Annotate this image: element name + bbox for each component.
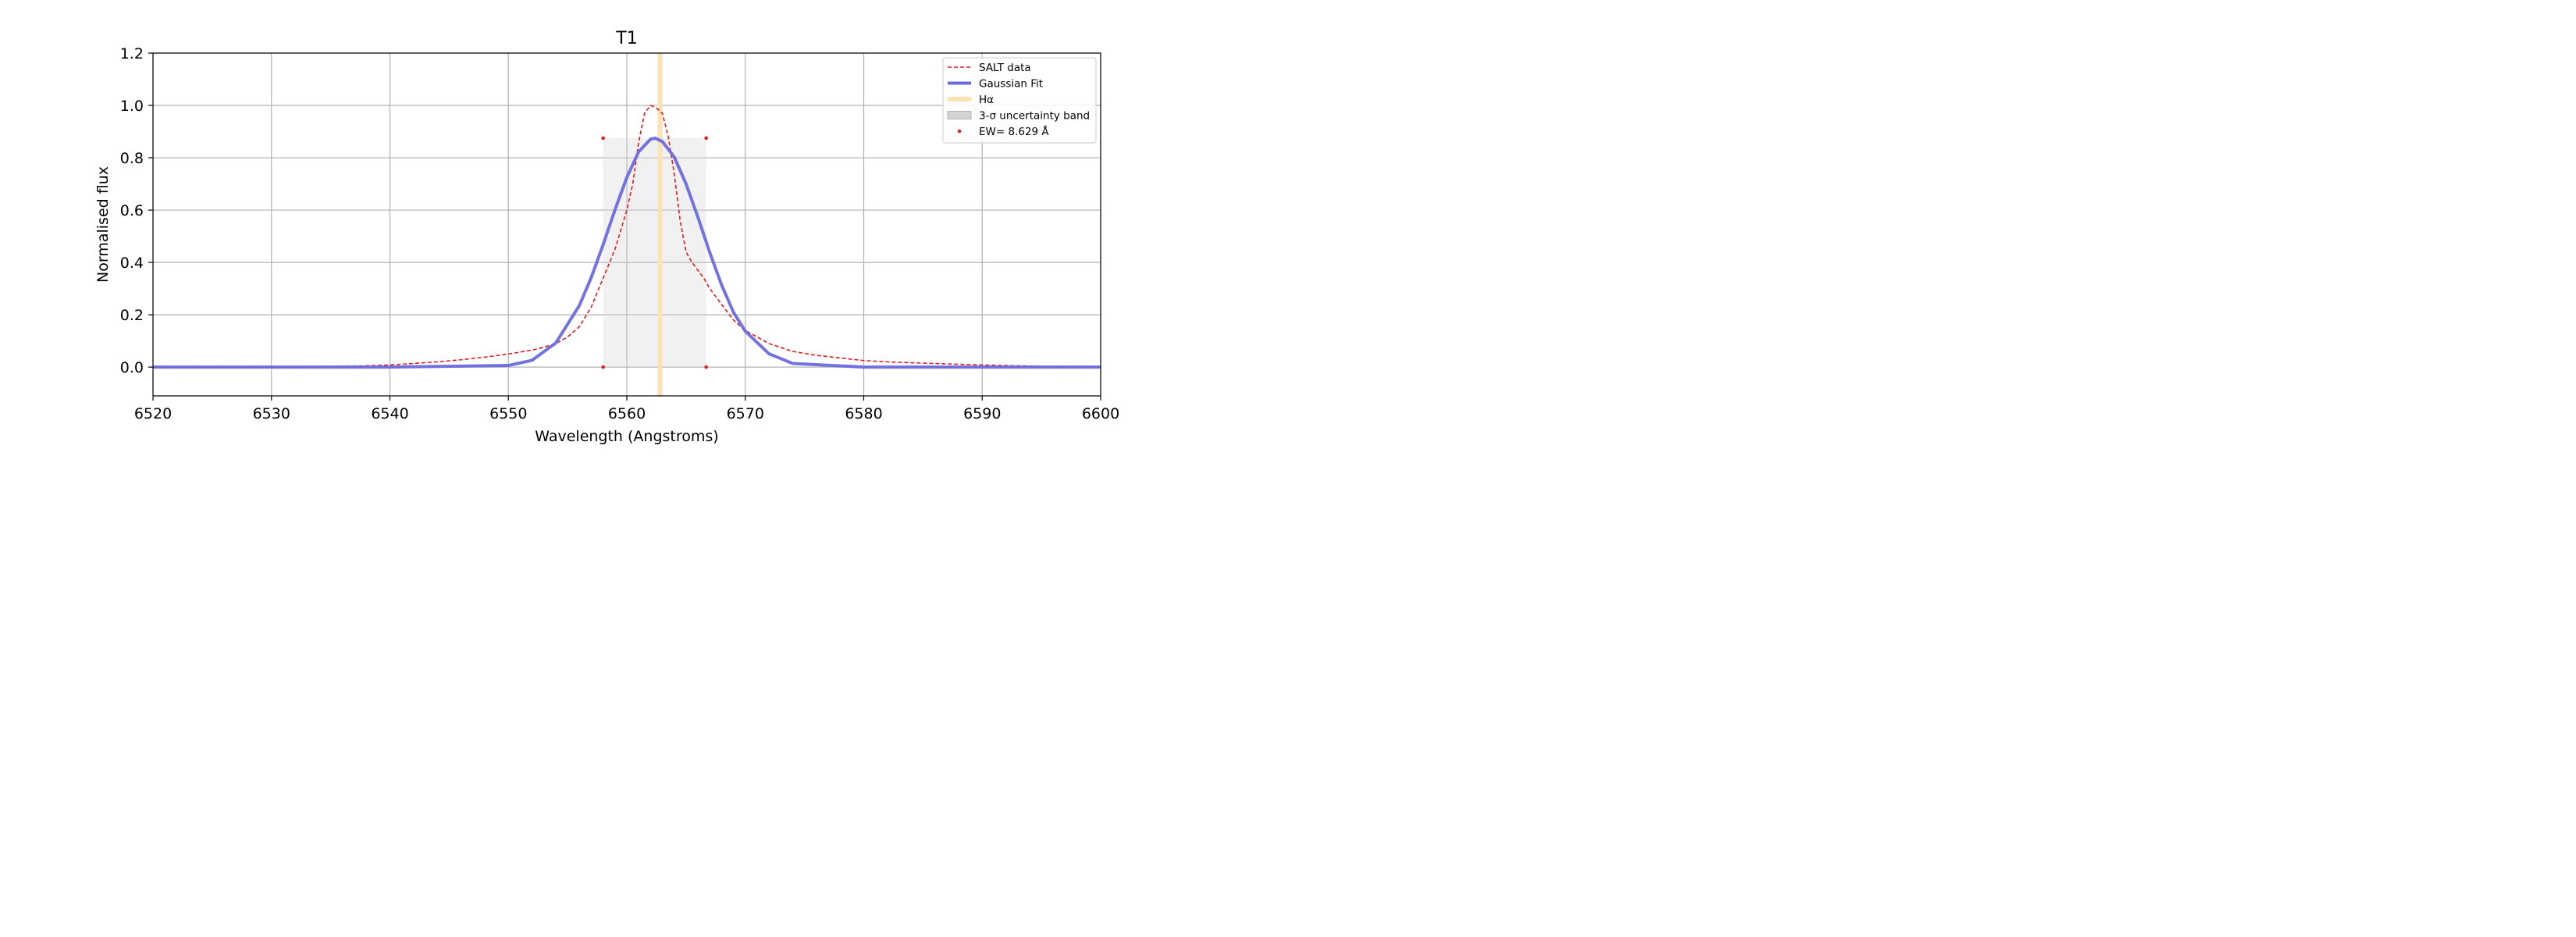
ew-marker	[704, 136, 708, 141]
y-tick-label: 0.8	[120, 150, 144, 167]
legend-handle-marker	[957, 129, 962, 134]
chart: 6520 6530 6540 6550 6560 6570 6580 6590 6600 0.0 0…	[0, 0, 1224, 445]
legend-label: SALT data	[979, 62, 1031, 74]
legend-label: 3-σ uncertainty band	[979, 110, 1090, 123]
legend-box	[942, 57, 1097, 144]
x-tick-label: 6540	[371, 405, 408, 422]
salt-data-line	[152, 105, 1101, 369]
legend-label: EW= 8.629 Å	[979, 125, 1049, 138]
uncertainty-band	[603, 137, 706, 368]
ew-marker-layer	[601, 136, 708, 369]
legend: SALT data Gaussian Fit Hα 3-σ uncertainty b…	[942, 57, 1097, 144]
uncertainty-band-layer	[603, 137, 706, 368]
ew-marker	[601, 365, 605, 369]
ticks: 6520 6530 6540 6550 6560 6570 6580 6590 6600 0.0 0…	[120, 45, 1119, 422]
x-tick-label: 6600	[1082, 405, 1119, 422]
legend-label: Gaussian Fit	[979, 78, 1043, 91]
gaussian-fit-line	[153, 136, 1101, 369]
y-tick-label: 0.0	[120, 359, 144, 376]
y-tick-label: 0.4	[120, 255, 144, 272]
legend-label: Hα	[979, 94, 994, 106]
chart-title: T1	[615, 29, 637, 48]
y-tick-label: 0.2	[120, 307, 144, 324]
x-tick-label: 6520	[134, 405, 172, 422]
y-tick-label: 1.0	[120, 98, 144, 115]
x-tick-label: 6590	[963, 405, 1001, 422]
y-tick-label: 1.2	[120, 45, 144, 62]
x-tick-label: 6580	[845, 405, 882, 422]
legend-handle-band	[947, 111, 972, 119]
ew-marker	[601, 136, 605, 141]
y-tick-label: 0.6	[120, 202, 144, 219]
x-tick-label: 6570	[727, 405, 764, 422]
x-tick-label: 6530	[253, 405, 290, 422]
x-axis-label: Wavelength (Angstroms)	[535, 428, 718, 445]
x-tick-label: 6550	[489, 405, 527, 422]
x-tick-label: 6560	[608, 405, 646, 422]
series-layer	[152, 105, 1101, 369]
y-axis-label: Normalised flux	[94, 166, 112, 283]
ew-marker	[704, 365, 708, 369]
